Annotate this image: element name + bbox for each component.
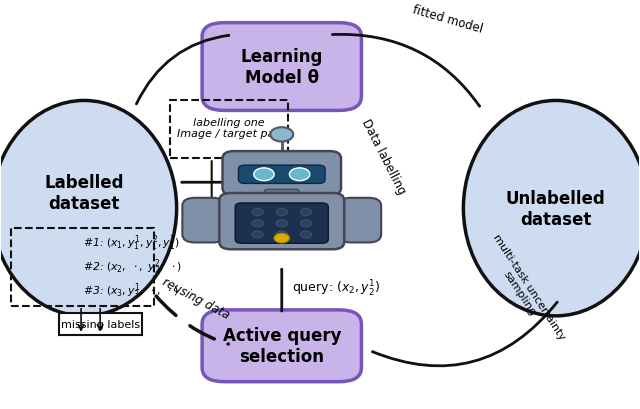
FancyBboxPatch shape <box>182 198 225 243</box>
Text: #1: $(x_1, y_1^1, y_1^2, y_1^3)$: #1: $(x_1, y_1^1, y_1^2, y_1^3)$ <box>83 233 180 252</box>
FancyArrowPatch shape <box>332 35 479 107</box>
Text: fitted model: fitted model <box>411 3 484 36</box>
Text: reusing data: reusing data <box>160 275 232 321</box>
Circle shape <box>252 209 263 216</box>
FancyBboxPatch shape <box>264 190 299 200</box>
Circle shape <box>300 209 312 216</box>
Circle shape <box>276 231 287 238</box>
FancyBboxPatch shape <box>59 313 141 335</box>
Text: Learning
Model θ: Learning Model θ <box>241 48 323 87</box>
FancyBboxPatch shape <box>220 193 344 249</box>
Text: missing labels: missing labels <box>61 319 140 329</box>
Circle shape <box>252 220 263 227</box>
FancyArrowPatch shape <box>136 36 228 105</box>
FancyBboxPatch shape <box>339 198 381 243</box>
Circle shape <box>274 234 289 243</box>
Text: $(x_2, y_2^1)$: $(x_2, y_2^1)$ <box>180 202 224 222</box>
Text: query: $(x_2, y_2^1)$: query: $(x_2, y_2^1)$ <box>292 278 380 298</box>
FancyBboxPatch shape <box>202 310 362 382</box>
FancyArrowPatch shape <box>372 302 557 366</box>
FancyBboxPatch shape <box>236 203 328 244</box>
Text: multi-task uncertainty
sampling: multi-task uncertainty sampling <box>481 232 567 348</box>
Circle shape <box>300 220 312 227</box>
Ellipse shape <box>0 101 177 316</box>
Circle shape <box>276 220 287 227</box>
Circle shape <box>289 169 310 181</box>
Circle shape <box>270 128 293 142</box>
Circle shape <box>276 209 287 216</box>
Circle shape <box>300 231 312 238</box>
Text: #2: $(x_2,\ \cdot,\ y_2^2,\ \cdot)$: #2: $(x_2,\ \cdot,\ y_2^2,\ \cdot)$ <box>83 256 182 276</box>
FancyBboxPatch shape <box>223 152 341 196</box>
Circle shape <box>253 169 274 181</box>
Circle shape <box>252 231 263 238</box>
Ellipse shape <box>463 101 640 316</box>
Text: labelling one
Image / target pair: labelling one Image / target pair <box>177 117 282 139</box>
Text: Unlabelled
dataset: Unlabelled dataset <box>506 189 605 228</box>
FancyArrowPatch shape <box>156 296 228 344</box>
Text: #3: $(x_3, y_3^1,\ \cdot,\ \cdot)$: #3: $(x_3, y_3^1,\ \cdot,\ \cdot)$ <box>83 281 179 300</box>
FancyBboxPatch shape <box>239 166 325 184</box>
Text: Data labelling: Data labelling <box>359 117 408 197</box>
FancyBboxPatch shape <box>202 24 362 111</box>
Text: Labelled
dataset: Labelled dataset <box>44 173 124 212</box>
Text: Active query
selection: Active query selection <box>223 326 341 365</box>
